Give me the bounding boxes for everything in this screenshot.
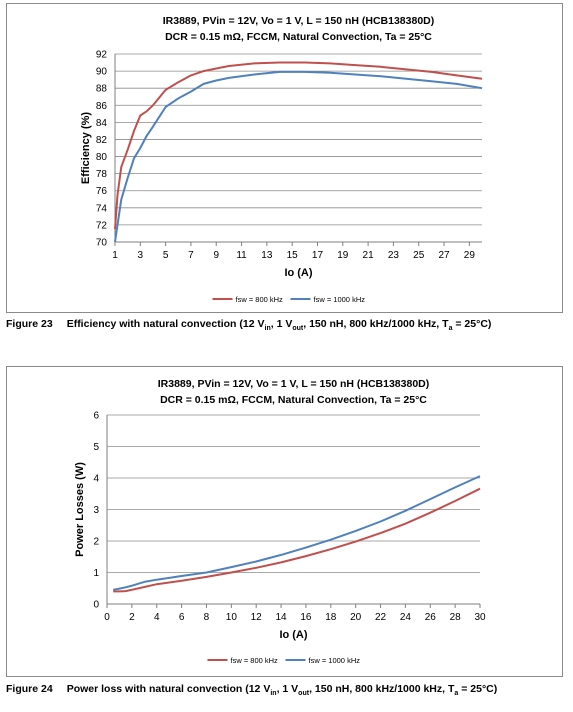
caption-text-part: = 25°C) [452, 318, 492, 330]
y-tick-label: 2 [93, 537, 99, 548]
y-tick-label: 80 [96, 152, 108, 163]
y-tick-label: 84 [96, 118, 108, 129]
x-tick-label: 11 [236, 250, 247, 261]
caption-subscript: a [448, 325, 453, 333]
x-tick-label: 24 [400, 612, 412, 623]
x-tick-label: 19 [337, 250, 349, 261]
x-tick-label: 17 [312, 250, 324, 261]
legend-label: fsw = 1000 kHz [309, 656, 361, 665]
x-tick-label: 3 [138, 250, 144, 261]
x-tick-label: 14 [276, 612, 288, 623]
caption-subscript: out [292, 325, 304, 333]
figure-23-number: Figure 23 [6, 318, 53, 330]
caption-text-part: = 25°C) [458, 683, 498, 695]
y-tick-label: 90 [96, 67, 108, 78]
efficiency-chart-frame: IR3889, PVin = 12V, Vo = 1 V, L = 150 nH… [6, 3, 563, 313]
x-tick-label: 5 [163, 250, 169, 261]
x-tick-label: 7 [188, 250, 194, 261]
legend-label: fsw = 1000 kHz [314, 295, 366, 304]
y-tick-label: 1 [93, 568, 99, 579]
x-tick-label: 28 [450, 612, 462, 623]
caption-text-part: , 1 V [276, 683, 299, 695]
x-tick-label: 29 [464, 250, 476, 261]
series-line-1000khz [113, 475, 481, 591]
chart-title: IR3889, PVin = 12V, Vo = 1 V, L = 150 nH… [163, 15, 435, 27]
y-tick-label: 6 [93, 411, 99, 422]
x-tick-label: 18 [325, 612, 337, 623]
figure-23-caption: Figure 23 Efficiency with natural convect… [6, 318, 491, 332]
series-line-1000khz [114, 70, 483, 243]
caption-text-part: , 150 nH, 800 kHz/1000 kHz, T [303, 318, 449, 330]
x-tick-label: 30 [474, 612, 486, 623]
chart-title: DCR = 0.15 mΩ, FCCM, Natural Convection,… [165, 31, 432, 43]
chart-title: DCR = 0.15 mΩ, FCCM, Natural Convection,… [160, 394, 427, 406]
caption-text-part: Power loss with natural convection (12 V [66, 683, 271, 695]
series-line-800khz [113, 487, 481, 593]
x-axis-label: Io (A) [279, 629, 307, 641]
x-axis-label: Io (A) [284, 267, 312, 279]
efficiency-chart: IR3889, PVin = 12V, Vo = 1 V, L = 150 nH… [80, 15, 483, 304]
y-tick-label: 74 [96, 203, 108, 214]
power-loss-chart-frame: IR3889, PVin = 12V, Vo = 1 V, L = 150 nH… [6, 366, 563, 677]
y-tick-label: 82 [96, 135, 108, 146]
legend-label: fsw = 800 kHz [236, 295, 284, 304]
caption-subscript: out [298, 690, 310, 698]
x-tick-label: 15 [287, 250, 299, 261]
x-tick-label: 20 [350, 612, 362, 623]
x-tick-label: 0 [104, 612, 110, 623]
y-axis-label: Efficiency (%) [80, 112, 92, 184]
y-tick-label: 70 [96, 238, 108, 249]
x-tick-label: 25 [413, 250, 425, 261]
figure-24-caption: Figure 24 Power loss with natural convect… [6, 683, 497, 697]
x-tick-label: 1 [112, 250, 118, 261]
y-tick-label: 0 [93, 600, 99, 611]
x-tick-label: 8 [204, 612, 210, 623]
legend-label: fsw = 800 kHz [231, 656, 279, 665]
y-tick-label: 86 [96, 101, 108, 112]
x-tick-label: 13 [261, 250, 273, 261]
y-tick-label: 92 [96, 50, 108, 61]
x-tick-label: 2 [129, 612, 135, 623]
caption-text-part: Efficiency with natural convection (12 V [66, 318, 265, 330]
series-line-800khz [114, 61, 483, 230]
x-tick-label: 12 [251, 612, 263, 623]
y-tick-label: 76 [96, 186, 108, 197]
x-tick-label: 4 [154, 612, 160, 623]
y-tick-label: 78 [96, 169, 108, 180]
x-tick-label: 21 [363, 250, 375, 261]
x-tick-label: 10 [226, 612, 238, 623]
caption-subscript: in [264, 325, 271, 333]
y-axis-label: Power Losses (W) [74, 462, 86, 557]
y-tick-label: 4 [93, 474, 99, 485]
figure-24-number: Figure 24 [6, 683, 53, 695]
y-tick-label: 88 [96, 84, 108, 95]
y-tick-label: 72 [96, 220, 108, 231]
chart-title: IR3889, PVin = 12V, Vo = 1 V, L = 150 nH… [158, 378, 430, 390]
x-tick-label: 27 [438, 250, 450, 261]
x-tick-label: 23 [388, 250, 400, 261]
caption-text-part: , 1 V [270, 318, 293, 330]
caption-text-part: , 150 nH, 800 kHz/1000 kHz, T [309, 683, 455, 695]
x-tick-label: 26 [425, 612, 437, 623]
power-loss-chart: IR3889, PVin = 12V, Vo = 1 V, L = 150 nH… [74, 378, 486, 665]
caption-subscript: in [270, 690, 277, 698]
x-tick-label: 22 [375, 612, 387, 623]
y-tick-label: 3 [93, 505, 99, 516]
x-tick-label: 9 [213, 250, 219, 261]
caption-subscript: a [454, 690, 459, 698]
x-tick-label: 16 [300, 612, 312, 623]
x-tick-label: 6 [179, 612, 185, 623]
y-tick-label: 5 [93, 442, 99, 453]
